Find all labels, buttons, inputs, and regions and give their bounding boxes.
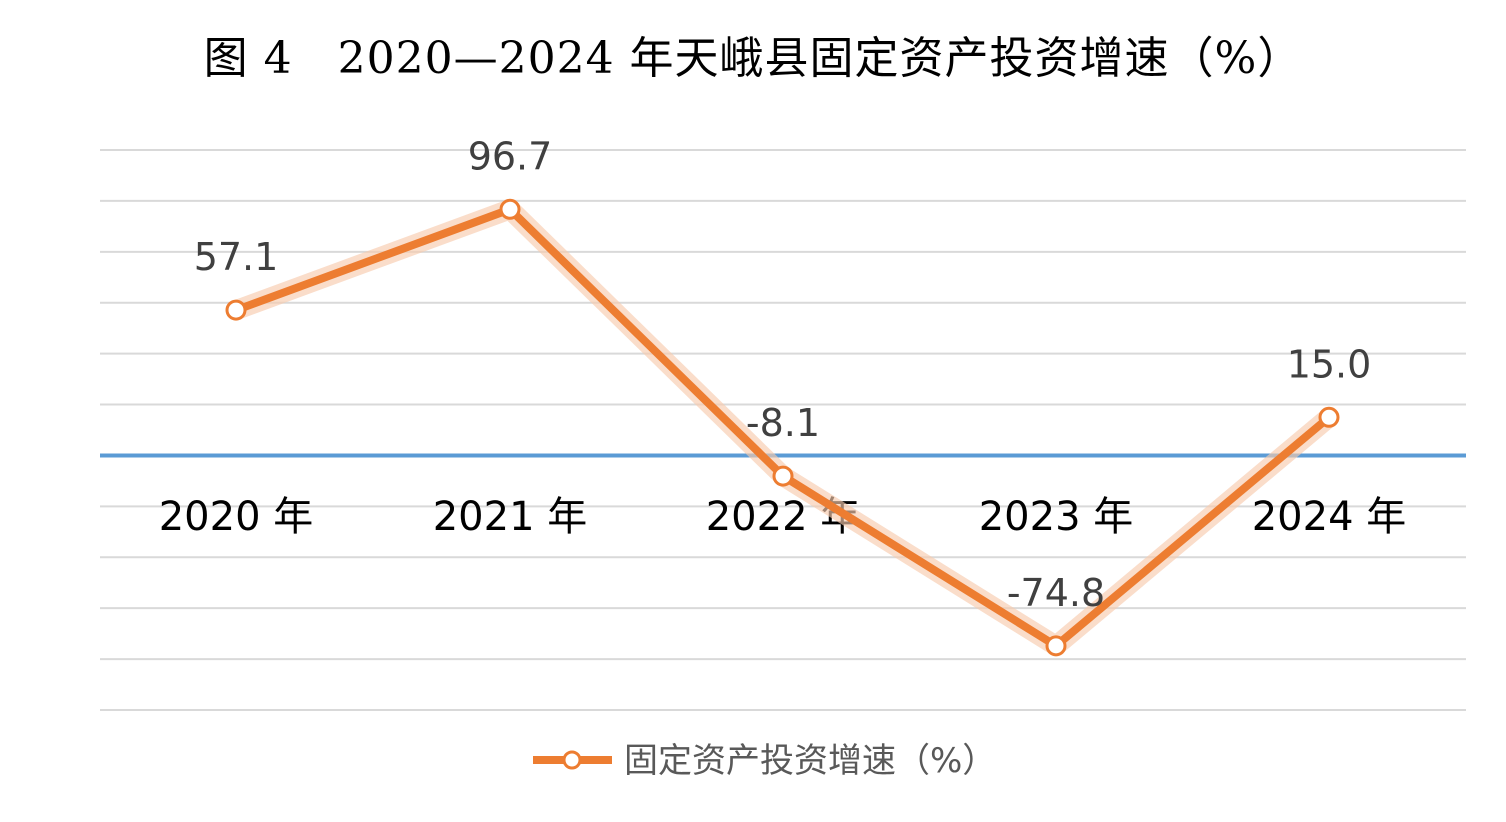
data-point [772,465,794,487]
legend-marker-icon [562,750,582,770]
data-point [225,299,247,321]
data-point [499,198,521,220]
data-point [1045,635,1067,657]
series-points [225,198,1340,657]
data-label: -8.1 [746,401,820,445]
category-label: 2024 年 [1252,494,1407,540]
legend: 固定资产投资增速（%） [533,741,996,781]
category-label: 2023 年 [979,494,1134,540]
chart-title: 图 4 2020—2024 年天峨县固定资产投资增速（%） [203,33,1303,84]
data-point [1318,406,1340,428]
data-label: -74.8 [1007,571,1105,615]
category-axis-labels: 2020 年 2021 年 2022 年 2023 年 2024 年 [159,494,1407,540]
data-labels: 57.1 96.7 -8.1 -74.8 15.0 [194,134,1372,615]
data-label: 15.0 [1287,342,1372,386]
data-label: 57.1 [194,235,279,279]
legend-label: 固定资产投资增速（%） [624,741,996,781]
gridlines [100,149,1466,711]
category-label: 2020 年 [159,494,314,540]
category-label: 2021 年 [433,494,588,540]
data-label: 96.7 [468,134,553,178]
